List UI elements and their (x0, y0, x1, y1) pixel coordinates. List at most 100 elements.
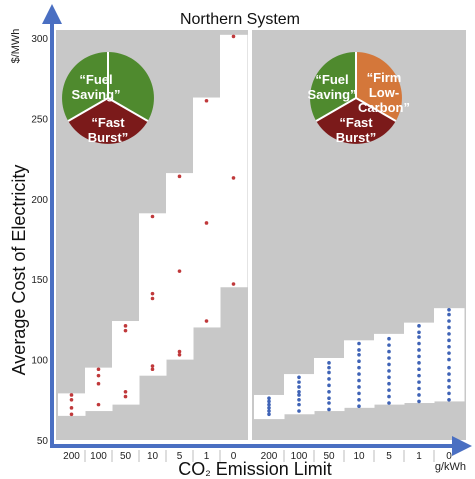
x-ticks: 200 100 50 10 5 1 0 200 100 50 10 5 1 0 (63, 450, 452, 462)
point-right-100-2 (297, 398, 301, 402)
point-right-1-9 (417, 341, 421, 346)
point-right-0-2 (447, 385, 451, 389)
point-right-0-11 (447, 325, 451, 330)
pie-label-right-2: “Fast Burst” (336, 115, 376, 145)
pie-label-left-0: “Fuel Saving” (71, 72, 120, 102)
point-right-10-5 (357, 372, 361, 376)
point-right-1-2 (417, 386, 421, 391)
pie-slice-fast-burst (68, 98, 148, 144)
y-axis-label: Average Cost of Electricity (9, 165, 29, 376)
point-left-1-0 (204, 319, 209, 323)
point-right-100-5 (297, 385, 301, 389)
point-left-0-1 (231, 176, 236, 180)
point-right-10-7 (357, 359, 361, 364)
pie-right: “Fuel Saving” “Firm Low-Carbon” “Fast Burst… (307, 52, 410, 145)
pie-left: “Fuel Saving” “Fast Burst” (62, 52, 154, 145)
point-left-200-3 (69, 393, 74, 397)
point-right-100-3 (297, 393, 301, 397)
point-left-50-3 (123, 324, 128, 328)
point-right-0-1 (447, 391, 451, 396)
x-tick-left-10: 10 (147, 451, 159, 462)
point-right-0-3 (447, 378, 451, 383)
point-left-5-0 (177, 352, 182, 357)
point-right-50-6 (327, 370, 331, 375)
point-right-100-7 (297, 375, 301, 380)
point-right-0-8 (447, 344, 451, 349)
x-tick-right-200: 200 (261, 451, 278, 462)
point-right-5-6 (387, 362, 391, 367)
point-left-10-0 (150, 367, 155, 372)
point-right-0-10 (447, 332, 451, 336)
point-right-10-8 (357, 352, 361, 357)
point-right-5-3 (387, 381, 391, 386)
point-right-1-1 (417, 393, 421, 397)
pie-label-left-1: “Fast Burst” (88, 115, 128, 145)
x-tick-right-5: 5 (386, 451, 392, 462)
point-right-50-1 (327, 401, 331, 405)
point-right-50-0 (327, 407, 331, 412)
point-right-50-5 (327, 377, 331, 381)
point-right-1-12 (417, 324, 421, 328)
point-left-5-3 (177, 174, 182, 179)
x-axis-label: CO₂ Emission Limit (178, 459, 331, 479)
point-right-200-5 (267, 396, 271, 400)
point-right-5-8 (387, 349, 391, 354)
point-right-1-10 (417, 335, 421, 339)
point-left-0-0 (231, 282, 236, 286)
point-right-5-1 (387, 394, 391, 399)
point-right-50-4 (327, 383, 331, 388)
point-right-1-0 (417, 399, 421, 404)
point-left-5-2 (177, 269, 182, 273)
point-right-0-12 (447, 319, 451, 323)
point-left-50-0 (123, 394, 128, 399)
point-right-200-4 (267, 399, 271, 404)
point-right-10-1 (357, 398, 361, 402)
point-left-200-2 (69, 398, 74, 402)
point-right-10-10 (357, 341, 361, 346)
point-left-200-0 (69, 412, 74, 417)
point-right-10-4 (357, 378, 361, 383)
point-right-10-9 (357, 348, 361, 352)
point-right-5-5 (387, 369, 391, 373)
panel-divider (248, 30, 252, 440)
point-right-5-9 (387, 343, 391, 347)
point-right-10-3 (357, 385, 361, 389)
point-right-50-8 (327, 361, 331, 365)
point-right-10-0 (357, 404, 361, 409)
point-right-1-4 (417, 373, 421, 378)
point-left-50-1 (123, 389, 128, 394)
point-right-200-2 (267, 406, 271, 410)
x-tick-left-0: 0 (231, 451, 237, 462)
y-tick-250: 250 (31, 114, 48, 125)
point-right-200-1 (267, 409, 271, 413)
point-right-5-2 (387, 388, 391, 392)
point-right-5-4 (387, 375, 391, 380)
point-right-50-7 (327, 365, 331, 370)
point-right-50-3 (327, 389, 331, 394)
pie-label-right-0: “Fuel Saving” (307, 72, 356, 102)
point-left-50-2 (123, 328, 128, 333)
point-right-100-0 (297, 409, 301, 413)
x-tick-left-5: 5 (177, 451, 183, 462)
point-right-0-0 (447, 398, 451, 402)
point-right-10-2 (357, 391, 361, 396)
point-left-10-1 (150, 364, 155, 368)
band-left-1 (193, 97, 221, 328)
x-tick-right-100: 100 (291, 451, 308, 462)
x-tick-left-100: 100 (90, 451, 107, 462)
point-right-5-7 (387, 356, 391, 360)
point-right-1-3 (417, 380, 421, 384)
point-left-10-3 (150, 291, 155, 296)
point-left-5-1 (177, 349, 182, 354)
point-left-100-1 (96, 381, 101, 386)
y-tick-100: 100 (31, 356, 48, 367)
points-right (267, 307, 451, 417)
point-right-200-3 (267, 402, 271, 407)
x-tick-left-200: 200 (63, 451, 80, 462)
x-tick-left-1: 1 (204, 451, 210, 462)
pie-label-right-1: “Firm Low-Carbon” (358, 70, 410, 115)
point-right-100-4 (297, 389, 301, 394)
point-right-1-7 (417, 354, 421, 359)
point-right-10-6 (357, 365, 361, 370)
